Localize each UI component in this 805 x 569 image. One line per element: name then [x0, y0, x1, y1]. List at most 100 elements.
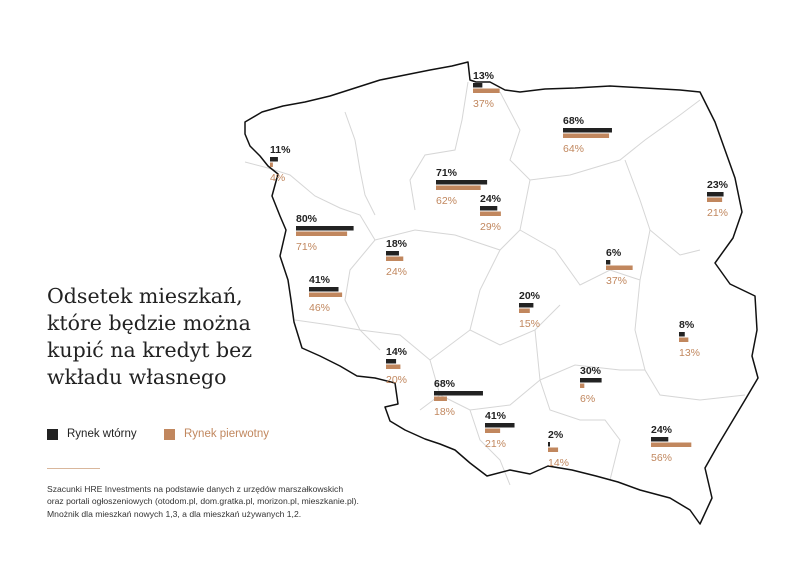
- secondary-bar: [480, 206, 498, 211]
- secondary-bar: [485, 423, 515, 428]
- secondary-value-label: 11%: [270, 144, 291, 156]
- secondary-bar: [309, 287, 339, 292]
- secondary-value-label: 14%: [386, 346, 408, 358]
- primary-value-label: 37%: [473, 98, 494, 110]
- secondary-value-label: 24%: [651, 424, 673, 436]
- primary-value-label: 29%: [480, 221, 501, 233]
- primary-bar: [563, 133, 610, 138]
- primary-value-label: 18%: [434, 406, 455, 418]
- secondary-value-label: 8%: [679, 319, 695, 331]
- voivodeship-border: [499, 91, 701, 181]
- primary-value-label: 14%: [548, 457, 569, 469]
- city-marker-olsztyn: 68% 64%: [563, 115, 612, 155]
- voivodeship-border: [539, 379, 621, 481]
- primary-bar: [386, 256, 404, 261]
- source-line: oraz portali ogłoszeniowych (otodom.pl, …: [47, 496, 359, 507]
- primary-value-label: 21%: [485, 438, 506, 450]
- city-marker-torun: 24% 29%: [480, 193, 502, 233]
- legend-label-secondary: Rynek wtórny: [67, 428, 137, 440]
- secondary-bar: [270, 157, 278, 162]
- voivodeship-border: [624, 159, 701, 256]
- secondary-value-label: 13%: [473, 70, 495, 82]
- voivodeship-border: [244, 161, 376, 241]
- primary-bar: [436, 185, 481, 190]
- secondary-value-label: 2%: [548, 429, 564, 441]
- voivodeship-border: [634, 279, 746, 401]
- secondary-value-label: 68%: [563, 115, 585, 127]
- voivodeship-border: [374, 179, 531, 251]
- primary-bar: [473, 88, 500, 93]
- secondary-bar: [548, 442, 550, 447]
- primary-bar: [606, 265, 633, 270]
- city-marker-poznan: 18% 24%: [386, 238, 408, 278]
- legend-swatch-primary: [164, 428, 175, 440]
- voivodeship-border: [534, 329, 645, 381]
- legend-label-primary: Rynek pierwotny: [184, 428, 270, 440]
- secondary-bar: [519, 303, 534, 308]
- primary-value-label: 24%: [386, 266, 407, 278]
- voivodeship-border: [469, 409, 511, 486]
- primary-bar: [270, 162, 273, 167]
- city-marker-katowice: 41% 21%: [485, 410, 515, 450]
- primary-value-label: 21%: [707, 207, 728, 219]
- secondary-value-label: 68%: [434, 378, 456, 390]
- secondary-bar: [386, 251, 399, 256]
- source-line: Mnożnik dla mieszkań nowych 1,3, a dla m…: [47, 508, 302, 519]
- city-marker-wroclaw: 14% 20%: [386, 346, 408, 386]
- city-marker-opole: 68% 18%: [434, 378, 483, 418]
- legend-swatch-secondary: [47, 428, 58, 440]
- voivodeship-border: [344, 239, 381, 351]
- city-marker-lodz: 20% 15%: [519, 290, 541, 330]
- primary-value-label: 71%: [296, 241, 317, 253]
- voivodeship-borders: [244, 81, 746, 486]
- secondary-bar: [707, 192, 724, 197]
- primary-value-label: 13%: [679, 347, 700, 359]
- source-line: Szacunki HRE Investments na podstawie da…: [47, 484, 344, 494]
- primary-value-label: 15%: [519, 318, 540, 330]
- primary-bar: [485, 428, 501, 433]
- primary-bar: [679, 337, 689, 342]
- city-marker-rzeszow: 24% 56%: [651, 424, 692, 464]
- secondary-bar: [434, 391, 483, 396]
- primary-value-label: 46%: [309, 302, 330, 314]
- primary-value-label: 20%: [386, 374, 407, 386]
- secondary-value-label: 24%: [480, 193, 502, 205]
- primary-value-label: 64%: [563, 143, 584, 155]
- secondary-bar: [606, 260, 611, 265]
- secondary-value-label: 30%: [580, 365, 602, 377]
- primary-bar: [707, 197, 723, 202]
- primary-bar: [296, 231, 348, 236]
- poland-border: [244, 61, 759, 525]
- primary-bar: [548, 447, 559, 452]
- primary-bar: [434, 396, 447, 401]
- voivodeship-border: [519, 229, 651, 286]
- primary-value-label: 4%: [270, 172, 285, 184]
- city-marker-zielona-gora: 41% 46%: [309, 274, 343, 314]
- voivodeship-border: [469, 249, 561, 346]
- secondary-value-label: 41%: [309, 274, 331, 286]
- primary-value-label: 37%: [606, 275, 627, 287]
- secondary-value-label: 18%: [386, 238, 408, 250]
- city-marker-bialystok: 23% 21%: [707, 179, 729, 219]
- secondary-bar: [473, 83, 483, 88]
- secondary-bar: [436, 180, 488, 185]
- city-marker-gdansk: 13% 37%: [473, 70, 500, 110]
- source-note: Szacunki HRE Investments na podstawie da…: [47, 483, 467, 520]
- secondary-value-label: 23%: [707, 179, 729, 191]
- city-marker-warszawa: 6% 37%: [606, 247, 633, 287]
- primary-bar: [309, 292, 343, 297]
- secondary-bar: [563, 128, 612, 133]
- voivodeship-border: [409, 81, 469, 211]
- divider: [47, 468, 100, 469]
- city-marker-gorzow: 80% 71%: [296, 213, 354, 253]
- city-marker-lublin: 8% 13%: [679, 319, 700, 359]
- voivodeship-border: [294, 319, 471, 361]
- primary-bar: [519, 308, 530, 313]
- page-title: Odsetek mieszkań, które będzie można kup…: [47, 284, 253, 389]
- secondary-value-label: 80%: [296, 213, 318, 225]
- primary-bar: [580, 383, 585, 388]
- primary-value-label: 6%: [580, 393, 595, 405]
- primary-bar: [386, 364, 401, 369]
